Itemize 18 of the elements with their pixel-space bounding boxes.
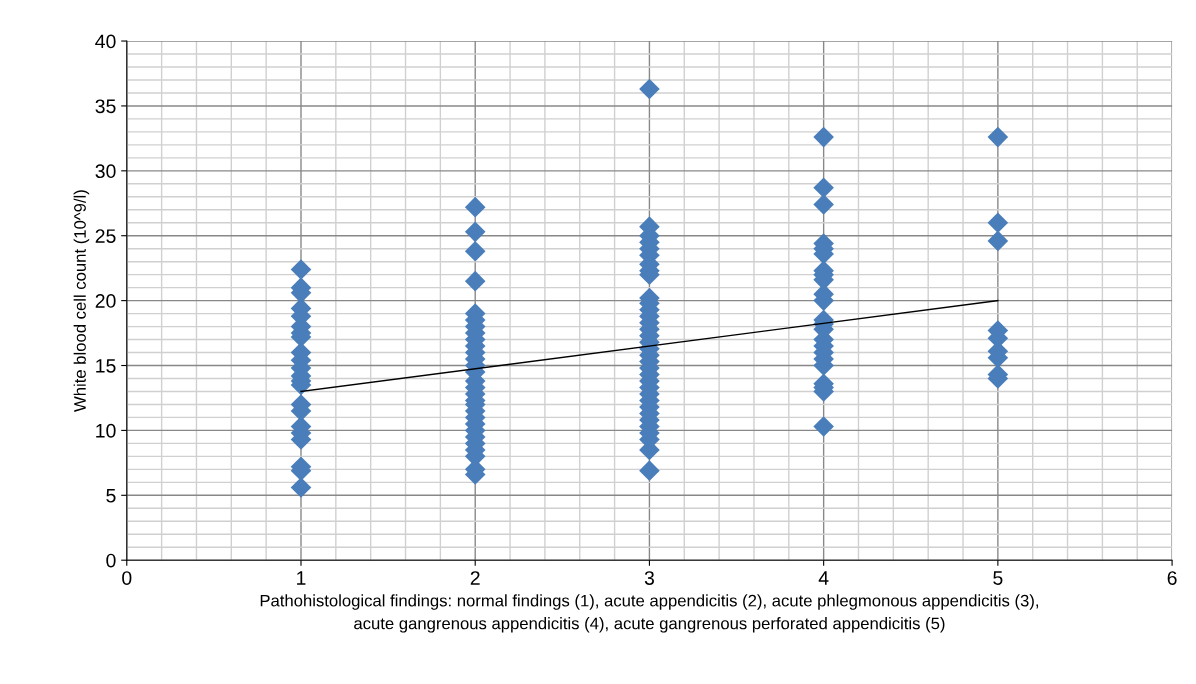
x-tick-label: 4 bbox=[818, 571, 829, 585]
y-tick-label: 25 bbox=[95, 229, 116, 243]
x-axis-title: Pathohistological findings: normal findings (1), acute appendicitis (2), acute phlegmonous appendicitis (3), acute gangrenous appendicitis (4), acute gangrenous perforated appendicitis (5) bbox=[260, 594, 1038, 633]
y-tick-label: 0 bbox=[106, 553, 116, 568]
y-tick-label: 35 bbox=[95, 99, 116, 114]
x-tick-label: 2 bbox=[470, 571, 480, 585]
x-tick-label: 3 bbox=[644, 571, 654, 585]
y-tick-label: 30 bbox=[95, 164, 116, 179]
y-tick-label: 10 bbox=[96, 423, 116, 438]
y-axis-title: White blood cell count (10^9/l) bbox=[73, 190, 90, 412]
y-tick-label: 20 bbox=[95, 294, 116, 308]
x-tick-label: 5 bbox=[993, 571, 1003, 585]
y-tick-label: 15 bbox=[96, 359, 116, 373]
y-tick-label: 5 bbox=[106, 488, 116, 503]
x-tick-label: 1 bbox=[297, 571, 306, 585]
x-tick-label: 0 bbox=[122, 571, 132, 585]
y-tick-label: 40 bbox=[95, 34, 116, 49]
x-tick-label: 6 bbox=[1167, 571, 1177, 585]
